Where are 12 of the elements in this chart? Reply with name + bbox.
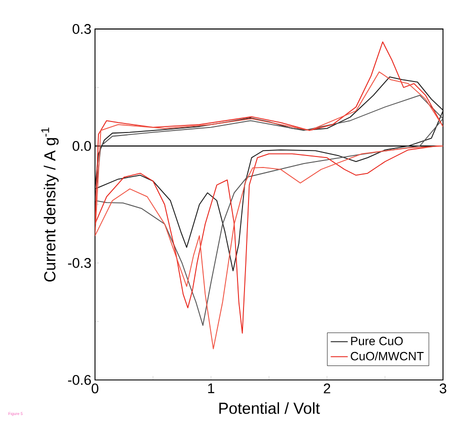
legend-label: Pure CuO [351, 336, 403, 346]
y-axis-title: Current density / A g$^{-1}$ [41, 128, 59, 282]
x-axis-title: Potential / Volt [219, 402, 320, 414]
x-tick-label: 1 [208, 384, 214, 394]
legend-label: CuO/MWCNT [350, 352, 424, 360]
x-tick-label: 2 [324, 383, 330, 394]
y-tick-label: 0.3 [72, 24, 91, 34]
y-tick-label: -0.6 [68, 375, 91, 385]
x-tick-label: 0 [92, 383, 98, 394]
x-tick-label: 3 [440, 383, 446, 394]
y-tick-label: 0.0 [72, 141, 91, 151]
y-tick-label: -0.3 [68, 258, 91, 268]
